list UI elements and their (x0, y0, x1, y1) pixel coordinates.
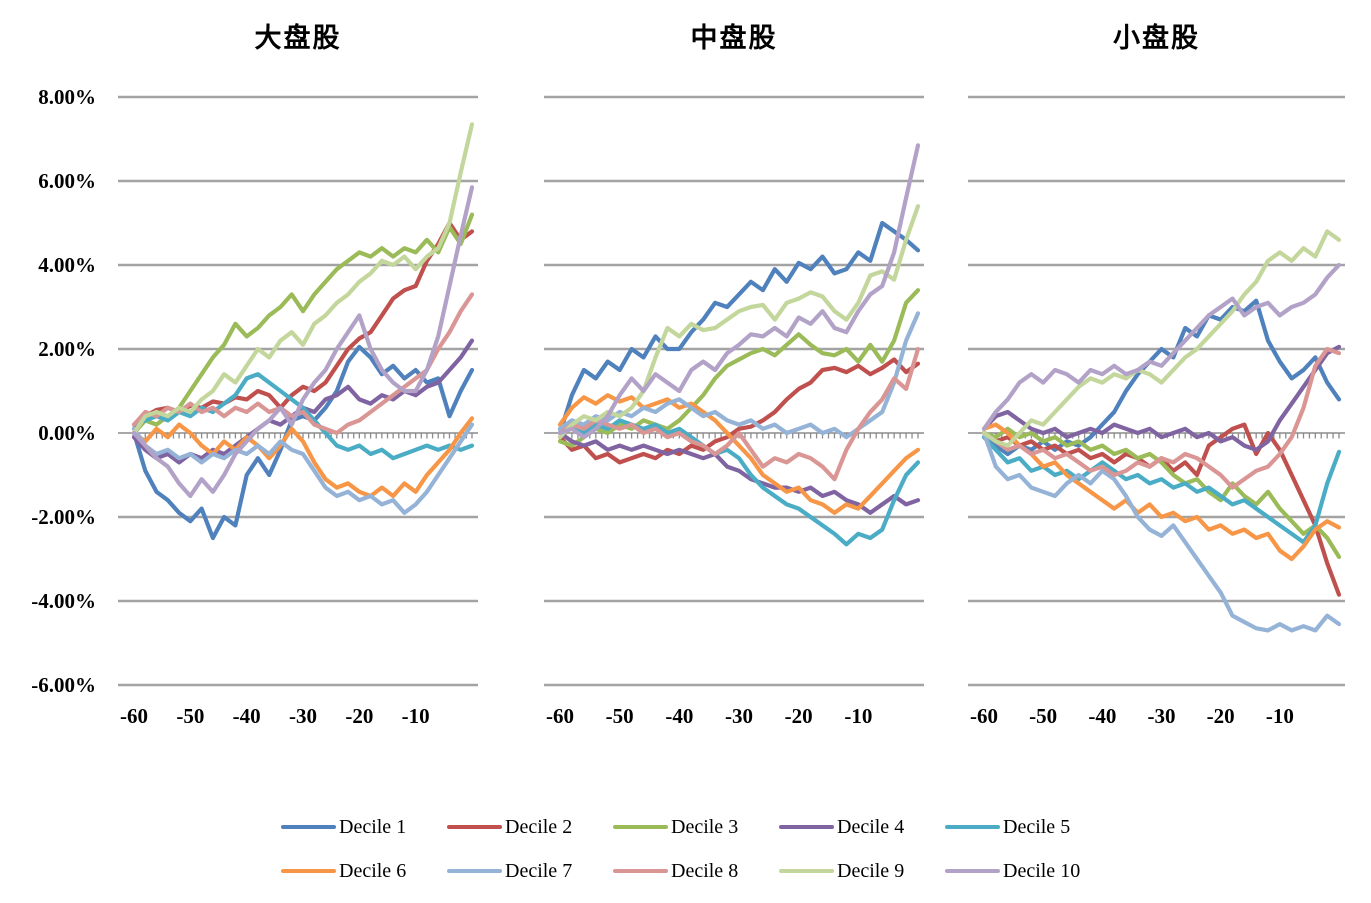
series-line-decile-7 (131, 422, 475, 515)
x-tick-label: -30 (289, 704, 317, 728)
legend-label: Decile 7 (505, 859, 573, 882)
chart-plot: -60 -50 -40 -30 -20 -10 (544, 95, 924, 728)
legend-label: Decile 3 (671, 815, 739, 838)
x-tick-label: -10 (402, 704, 430, 728)
y-tick-label: 2.00% (38, 337, 96, 361)
legend-label: Decile 9 (837, 859, 905, 882)
series-line-decile-6 (131, 416, 475, 499)
series-line-decile-10 (131, 185, 475, 499)
legend-line-swatch (613, 868, 668, 874)
series-line-decile-4 (981, 344, 1342, 452)
legend-line-swatch (447, 868, 502, 874)
legend-item: Decile 5 (945, 812, 1111, 842)
chart-plot: -60 -50 -40 -30 -20 -10 (118, 95, 478, 728)
y-tick-label: -6.00% (31, 673, 96, 697)
x-tick-label: -50 (606, 704, 634, 728)
legend-item: Decile 10 (945, 856, 1111, 886)
legend-label: Decile 5 (1003, 815, 1071, 838)
y-tick-label: 8.00% (38, 85, 96, 109)
x-tick-label: -50 (176, 704, 204, 728)
legend-item: Decile 1 (281, 812, 447, 842)
series-line-decile-10 (557, 143, 921, 440)
legend-line-swatch (779, 868, 834, 874)
chart-plot: -60 -50 -40 -30 -20 -10 (968, 95, 1345, 728)
legend-item: Decile 9 (779, 856, 945, 886)
legend-item: Decile 3 (613, 812, 779, 842)
legend-line-swatch (945, 824, 1000, 830)
series-line-decile-9 (131, 122, 475, 436)
x-tick-label: -60 (546, 704, 574, 728)
legend-label: Decile 10 (1003, 859, 1081, 882)
series-line-decile-8 (131, 292, 475, 436)
x-tick-label: -40 (1088, 704, 1116, 728)
series-line-decile-9 (557, 204, 921, 440)
legend-item: Decile 7 (447, 856, 613, 886)
series-line-decile-5 (557, 418, 921, 547)
x-tick-label: -20 (345, 704, 373, 728)
legend-line-swatch (281, 824, 336, 830)
x-tick-label: -50 (1029, 704, 1057, 728)
legend-line-swatch (613, 824, 668, 830)
y-tick-label: 0.00% (38, 421, 96, 445)
x-tick-label: -20 (1207, 704, 1235, 728)
series-line-decile-1 (557, 220, 921, 436)
x-tick-label: -30 (725, 704, 753, 728)
series-line-decile-8 (981, 346, 1342, 490)
x-tick-label: -60 (970, 704, 998, 728)
x-tick-label: -60 (120, 704, 148, 728)
series-line-decile-1 (131, 344, 475, 541)
legend-label: Decile 1 (339, 815, 407, 838)
y-tick-label: 4.00% (38, 253, 96, 277)
series-line-decile-8 (557, 346, 921, 482)
x-tick-label: -10 (1266, 704, 1294, 728)
series-line-decile-6 (557, 393, 921, 515)
x-tick-label: -40 (665, 704, 693, 728)
series-line-decile-9 (981, 229, 1342, 448)
y-tick-label: -2.00% (31, 505, 96, 529)
legend: Decile 1 Decile 2 Decile 3 Decile 4 Decile 5… (281, 812, 1111, 886)
series-line-decile-10 (981, 262, 1342, 431)
y-tick-label: -4.00% (31, 589, 96, 613)
series-line-decile-3 (981, 426, 1342, 559)
legend-item: Decile 2 (447, 812, 613, 842)
x-tick-label: -30 (1148, 704, 1176, 728)
panel-title-large-cap: 大盘股 (254, 23, 342, 53)
series-line-decile-3 (557, 288, 921, 448)
legend-line-swatch (779, 824, 834, 830)
series-line-decile-2 (557, 357, 921, 465)
panel-title-mid-cap: 中盘股 (690, 23, 778, 53)
series-line-decile-5 (131, 372, 475, 461)
x-tick-label: -40 (233, 704, 261, 728)
panel-title-small-cap: 小盘股 (1113, 23, 1200, 53)
x-tick-label: -10 (844, 704, 872, 728)
series-line-decile-7 (981, 430, 1342, 633)
y-tick-label: 6.00% (38, 169, 96, 193)
legend-item: Decile 6 (281, 856, 447, 886)
legend-item: Decile 4 (779, 812, 945, 842)
legend-label: Decile 2 (505, 815, 573, 838)
legend-label: Decile 8 (671, 859, 739, 882)
series-line-decile-3 (131, 212, 475, 436)
series-line-decile-6 (981, 422, 1342, 562)
legend-line-swatch (447, 824, 502, 830)
legend-label: Decile 4 (837, 815, 905, 838)
x-tick-label: -20 (785, 704, 813, 728)
series-line-decile-4 (557, 430, 921, 515)
legend-label: Decile 6 (339, 859, 407, 882)
legend-line-swatch (281, 868, 336, 874)
legend-line-swatch (945, 868, 1000, 874)
legend-item: Decile 8 (613, 856, 779, 886)
